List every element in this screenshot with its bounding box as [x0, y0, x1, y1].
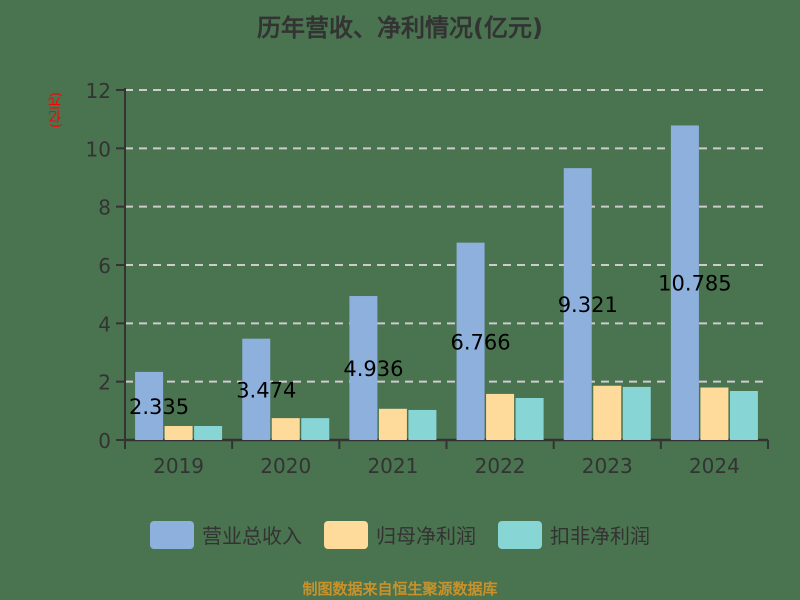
legend-label: 归母净利润 [376, 524, 476, 548]
data-label-revenue: 2.335 [129, 395, 189, 419]
bar-归母净利润-2021 [378, 408, 407, 440]
x-tick-label: 2020 [260, 454, 311, 478]
y-tick-label: 8 [98, 196, 111, 220]
legend-item-net-profit[interactable]: 归母净利润 [324, 520, 476, 549]
data-label-revenue: 3.474 [236, 378, 296, 402]
bar-归母净利润-2019 [164, 426, 193, 440]
bar-归母净利润-2020 [271, 418, 300, 440]
y-tick-label: 12 [86, 79, 111, 103]
y-tick-label: 6 [98, 254, 111, 278]
bar-扣非净利润-2024 [729, 391, 758, 440]
legend-swatch-deducted-profit [498, 520, 542, 549]
y-tick-label: 4 [98, 312, 111, 336]
data-label-revenue: 6.766 [451, 330, 511, 354]
bar-营业总收入-2021 [349, 296, 378, 440]
chart-title: 历年营收、净利情况(亿元) [257, 14, 543, 42]
bar-营业总收入-2022 [456, 242, 485, 440]
x-tick-label: 2021 [367, 454, 418, 478]
x-tick-label: 2019 [153, 454, 204, 478]
source-footnote: 制图数据来自恒生聚源数据库 [302, 580, 498, 598]
legend: 营业总收入 归母净利润 扣非净利润 [0, 520, 800, 549]
legend-item-deducted-profit[interactable]: 扣非净利润 [498, 520, 650, 549]
x-tick-label: 2022 [475, 454, 526, 478]
bar-归母净利润-2022 [486, 393, 515, 440]
data-label-revenue: 9.321 [558, 293, 618, 317]
bar-扣非净利润-2023 [622, 386, 651, 440]
legend-item-revenue[interactable]: 营业总收入 [150, 520, 302, 549]
data-label-revenue: 4.936 [343, 357, 403, 381]
bar-营业总收入-2024 [670, 125, 699, 440]
bar-扣非净利润-2020 [301, 418, 330, 440]
bar-营业总收入-2019 [135, 371, 164, 440]
bar-扣非净利润-2019 [194, 426, 223, 440]
bar-扣非净利润-2021 [408, 409, 437, 440]
bar-营业总收入-2020 [242, 338, 271, 440]
bar-扣非净利润-2022 [515, 398, 544, 440]
legend-label: 扣非净利润 [550, 524, 650, 548]
y-tick-label: 10 [86, 137, 111, 161]
data-label-revenue: 10.785 [658, 272, 731, 296]
y-tick-label: 0 [98, 429, 111, 453]
legend-swatch-net-profit [324, 520, 368, 549]
chart-plot-area: 0 2 4 6 8 10 12 2019 2.335 2020 3.474 2021 4.936 2022… [86, 79, 769, 478]
legend-label: 营业总收入 [202, 524, 302, 548]
legend-swatch-revenue [150, 520, 194, 549]
x-tick-label: 2024 [689, 454, 740, 478]
bar-归母净利润-2024 [700, 387, 729, 440]
bar-归母净利润-2023 [593, 385, 622, 440]
x-tick-label: 2023 [582, 454, 633, 478]
bar-营业总收入-2023 [563, 168, 592, 440]
y-tick-label: 2 [98, 371, 111, 395]
